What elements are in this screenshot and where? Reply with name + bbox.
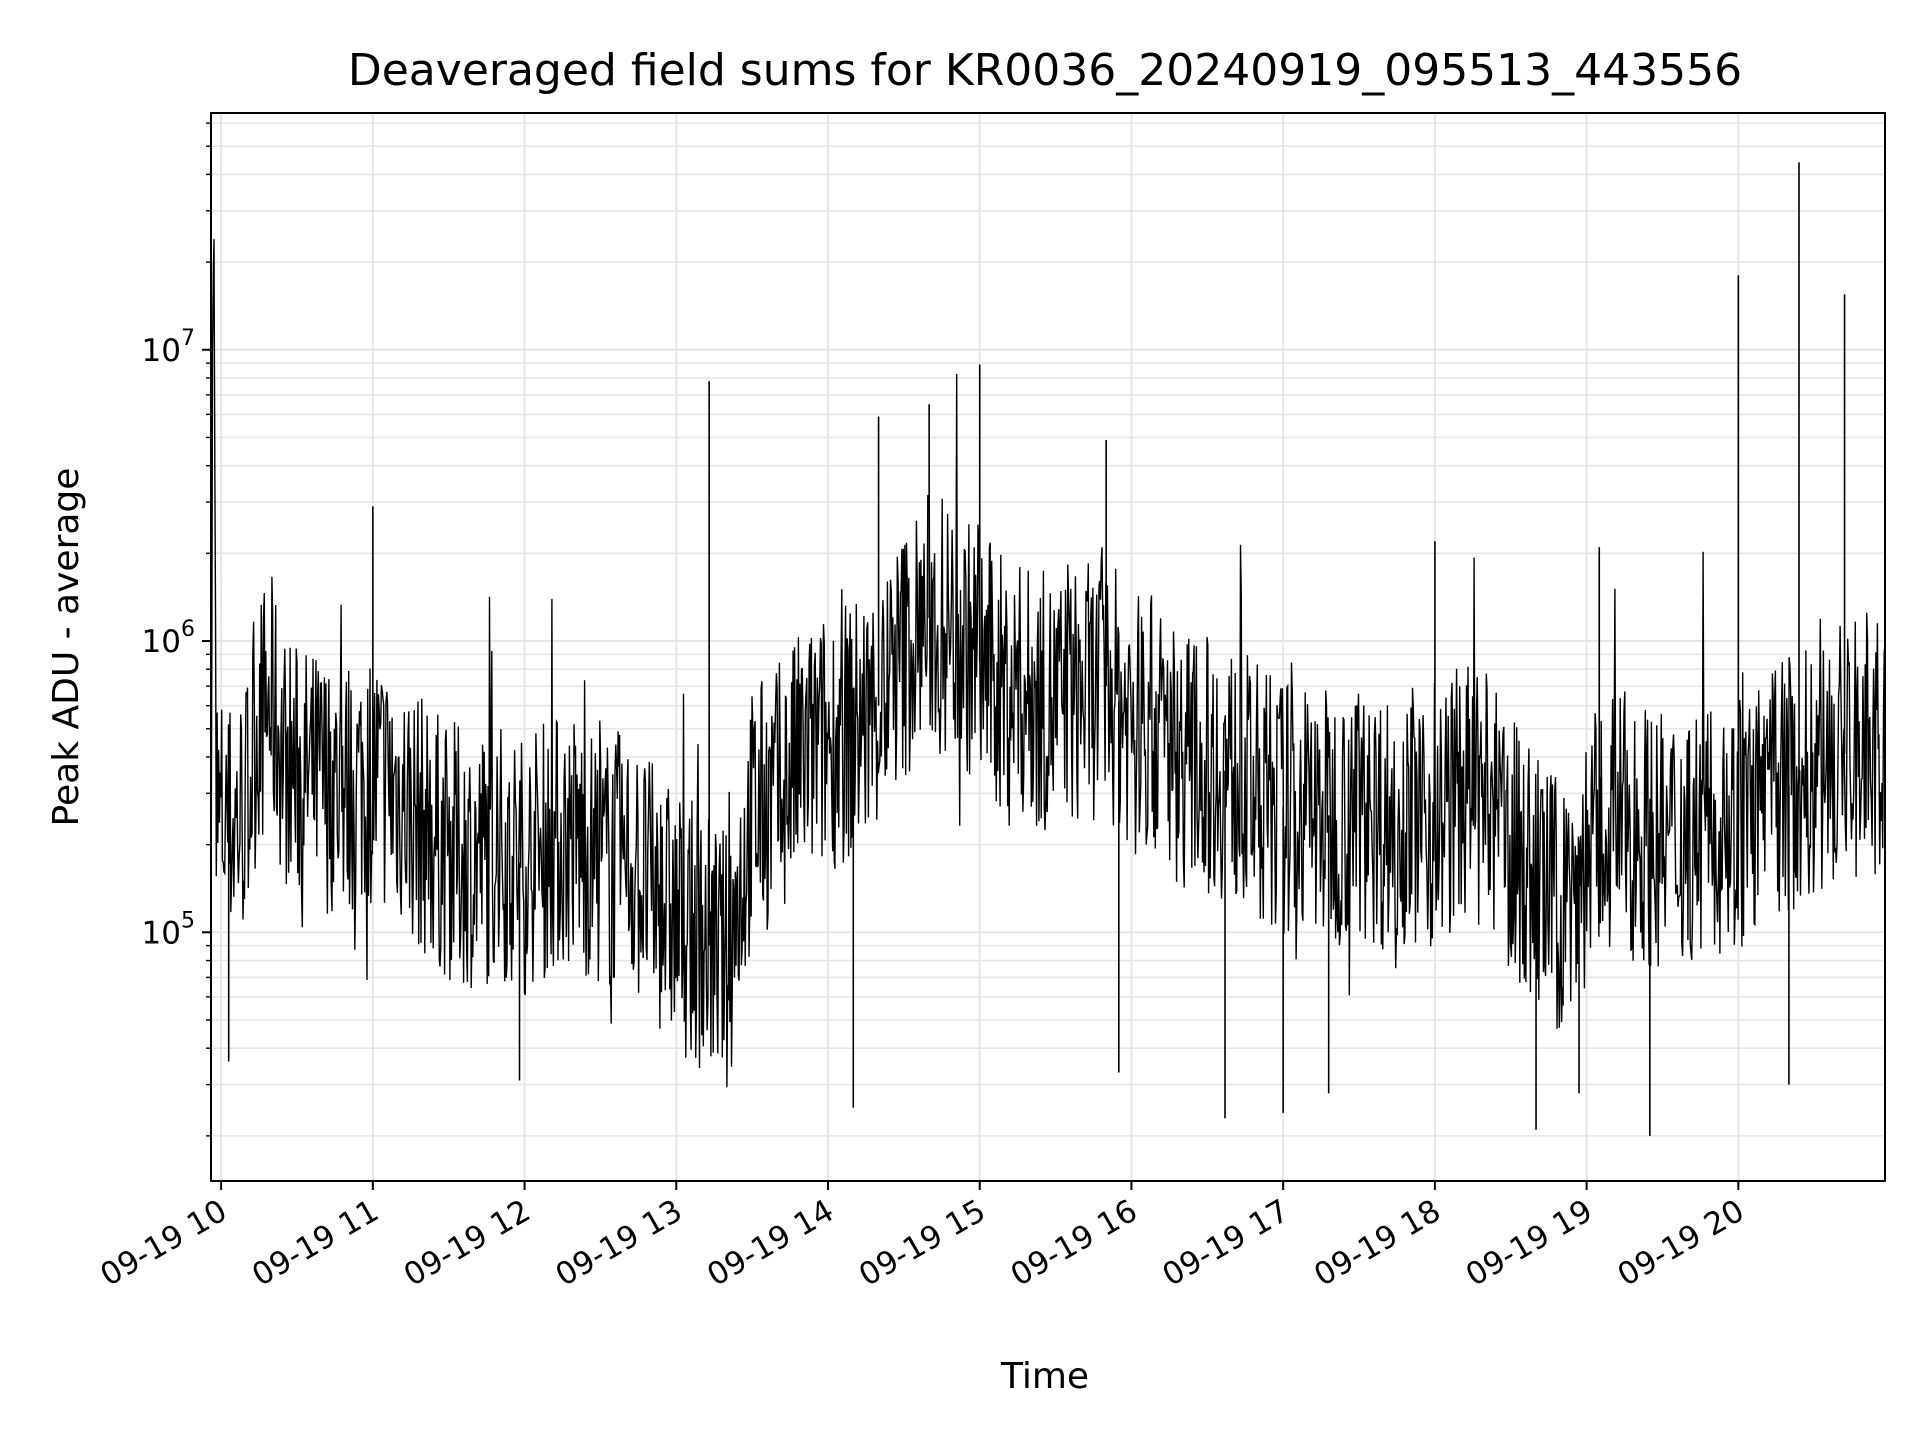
y-tick-label: 107 bbox=[142, 326, 195, 369]
chart-title: Deaveraged field sums for KR0036_2024091… bbox=[348, 45, 1742, 96]
plot-area-frame bbox=[210, 112, 1886, 1182]
x-axis-title: Time bbox=[1000, 1356, 1089, 1397]
y-axis-title: Peak ADU - average bbox=[46, 468, 87, 827]
y-axis: 105 106 107 bbox=[142, 122, 211, 1137]
data-series bbox=[210, 162, 1886, 1136]
series-line bbox=[210, 239, 1886, 1088]
y-tick-label: 105 bbox=[142, 908, 195, 951]
y-tick-label: 106 bbox=[142, 617, 195, 660]
